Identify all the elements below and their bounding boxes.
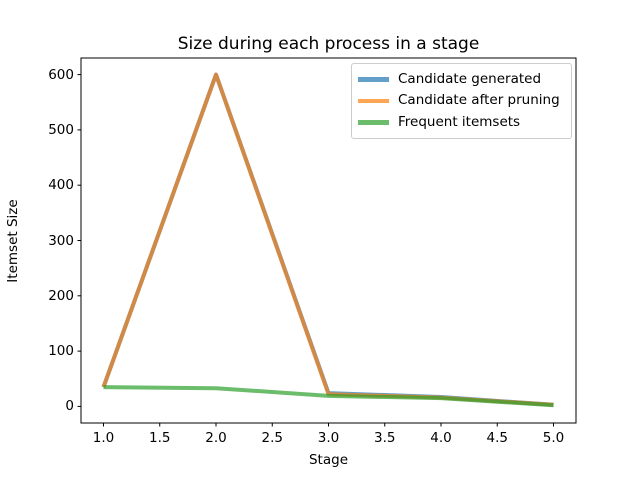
legend-swatch-line xyxy=(358,98,389,104)
plot-frame xyxy=(80,57,577,424)
y-tick-label: 300 xyxy=(48,232,74,249)
x-tick-label: 2.0 xyxy=(205,430,227,446)
legend-label: Candidate after pruning xyxy=(398,92,560,109)
x-tick-label: 5.0 xyxy=(542,430,565,446)
y-tick-label: 0 xyxy=(65,398,74,415)
x-tick-label: 4.5 xyxy=(486,430,508,446)
y-tick-label: 500 xyxy=(48,121,74,138)
x-tick-label: 3.5 xyxy=(374,430,396,446)
y-tick-label: 600 xyxy=(48,66,74,83)
chart-title: Size during each process in a stage xyxy=(177,34,480,54)
x-axis-label: Stage xyxy=(308,452,348,468)
series-line-frequent-itemsets xyxy=(103,385,554,408)
x-tick-label: 1.5 xyxy=(149,430,171,446)
legend-swatch-line xyxy=(358,77,389,82)
x-tick-label: 3.0 xyxy=(317,430,340,446)
y-axis-label: Itemset Size xyxy=(5,199,21,283)
legend-swatch-line xyxy=(358,120,389,125)
x-tick-label: 2.5 xyxy=(261,430,283,446)
y-tick-label: 100 xyxy=(48,343,74,360)
legend-entry: Candidate generated xyxy=(358,70,563,90)
x-tick-label: 1.0 xyxy=(92,430,115,446)
y-tick-label: 400 xyxy=(48,177,74,194)
series-lines xyxy=(101,72,554,408)
legend-label: Frequent itemsets xyxy=(398,113,521,130)
legend: Candidate generated Candidate after pruni… xyxy=(351,63,572,139)
x-tick-label: 4.0 xyxy=(430,430,452,446)
legend-entry: Frequent itemsets xyxy=(358,112,563,132)
tick-marks xyxy=(77,74,554,427)
y-tick-label: 200 xyxy=(48,287,74,304)
legend-entry: Candidate after pruning xyxy=(358,91,563,111)
legend-label: Candidate generated xyxy=(398,71,542,88)
